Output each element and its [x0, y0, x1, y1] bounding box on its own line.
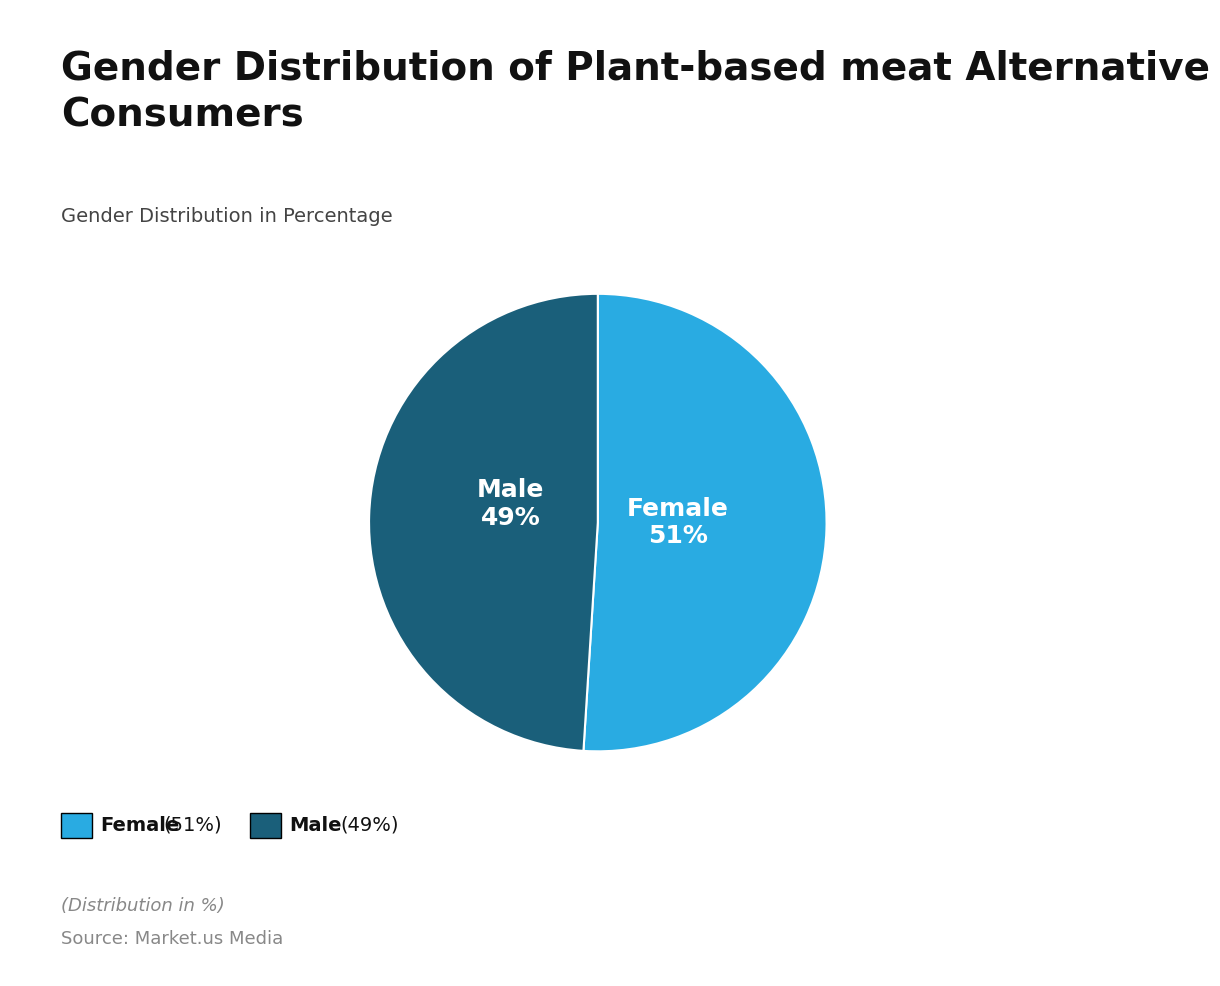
Text: (49%): (49%): [340, 815, 399, 835]
Text: Gender Distribution in Percentage: Gender Distribution in Percentage: [61, 207, 393, 226]
Text: Gender Distribution of Plant-based meat Alternative
Consumers: Gender Distribution of Plant-based meat …: [61, 49, 1210, 134]
Text: Source: Market.us Media: Source: Market.us Media: [61, 930, 283, 948]
Text: Female: Female: [100, 815, 179, 835]
Text: (Distribution in %): (Distribution in %): [61, 897, 224, 915]
Text: Female
51%: Female 51%: [627, 497, 728, 548]
Wedge shape: [368, 294, 598, 751]
Text: Male: Male: [289, 815, 342, 835]
Text: Male
49%: Male 49%: [477, 478, 544, 530]
Text: (51%): (51%): [163, 815, 222, 835]
Wedge shape: [583, 294, 827, 751]
